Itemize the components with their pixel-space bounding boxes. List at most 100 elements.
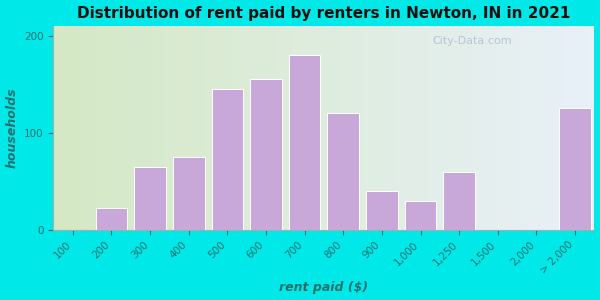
Bar [267, 21, 270, 235]
Bar [519, 21, 522, 235]
Bar [254, 21, 257, 235]
Bar [275, 21, 278, 235]
Bar [513, 21, 517, 235]
Bar [376, 21, 379, 235]
Bar [294, 21, 297, 235]
Bar [67, 21, 70, 235]
Bar [575, 21, 578, 235]
Bar [186, 21, 189, 235]
Bar [292, 21, 295, 235]
Bar [454, 21, 457, 235]
Bar [259, 21, 262, 235]
Bar [194, 21, 197, 235]
Bar [354, 21, 357, 235]
Bar [554, 21, 557, 235]
Bar [256, 21, 259, 235]
Bar [313, 21, 316, 235]
Bar [532, 21, 535, 235]
Title: Distribution of rent paid by renters in Newton, IN in 2021: Distribution of rent paid by renters in … [77, 6, 571, 21]
Bar [400, 21, 403, 235]
Bar [502, 21, 506, 235]
Bar [154, 21, 157, 235]
Bar [172, 21, 176, 235]
Bar [75, 21, 78, 235]
Bar [227, 21, 230, 235]
Bar [332, 21, 335, 235]
Bar [370, 21, 373, 235]
Bar [137, 21, 140, 235]
Bar [405, 201, 436, 230]
Bar [107, 21, 110, 235]
Bar [305, 21, 308, 235]
Bar [326, 21, 330, 235]
Bar [211, 21, 214, 235]
Bar [248, 21, 251, 235]
Bar [403, 21, 406, 235]
Bar [245, 21, 248, 235]
Bar [538, 21, 541, 235]
Bar [511, 21, 514, 235]
Bar [56, 21, 59, 235]
Bar [238, 21, 241, 235]
Bar [427, 21, 430, 235]
Bar [64, 21, 67, 235]
Bar [213, 21, 216, 235]
Bar [373, 21, 376, 235]
Bar [161, 21, 165, 235]
Bar [134, 21, 137, 235]
Bar [378, 21, 381, 235]
Bar [97, 21, 100, 235]
Bar [151, 21, 154, 235]
Bar [392, 21, 395, 235]
Bar [216, 21, 219, 235]
Bar [73, 21, 76, 235]
Bar [140, 21, 143, 235]
Bar [541, 21, 544, 235]
Bar [59, 21, 62, 235]
Bar [584, 21, 587, 235]
Bar [208, 21, 211, 235]
Bar [535, 21, 538, 235]
Bar [86, 21, 89, 235]
Bar [586, 21, 589, 235]
Bar [394, 21, 397, 235]
Bar [251, 21, 254, 235]
Bar [440, 21, 443, 235]
Bar [270, 21, 273, 235]
Bar [197, 21, 200, 235]
Bar [478, 21, 481, 235]
Bar [70, 21, 73, 235]
Bar [156, 21, 160, 235]
Bar [127, 21, 130, 235]
Bar [132, 21, 135, 235]
Bar [89, 21, 92, 235]
Bar [491, 21, 495, 235]
Bar [437, 21, 440, 235]
Bar [134, 167, 166, 230]
Bar [105, 21, 108, 235]
Bar [530, 21, 533, 235]
Bar [329, 21, 332, 235]
Bar [262, 21, 265, 235]
Bar [202, 21, 205, 235]
Bar [389, 21, 392, 235]
Bar [432, 21, 435, 235]
Bar [124, 21, 127, 235]
Bar [443, 172, 475, 230]
Bar [362, 21, 365, 235]
Bar [265, 21, 268, 235]
Bar [559, 21, 562, 235]
Bar [421, 21, 424, 235]
Bar [335, 21, 338, 235]
Bar [589, 21, 592, 235]
Bar [410, 21, 413, 235]
Bar [191, 21, 194, 235]
Bar [167, 21, 170, 235]
Bar [527, 21, 530, 235]
Bar [446, 21, 449, 235]
Bar [467, 21, 470, 235]
Bar [435, 21, 438, 235]
Bar [557, 21, 560, 235]
Bar [310, 21, 314, 235]
Bar [592, 21, 595, 235]
